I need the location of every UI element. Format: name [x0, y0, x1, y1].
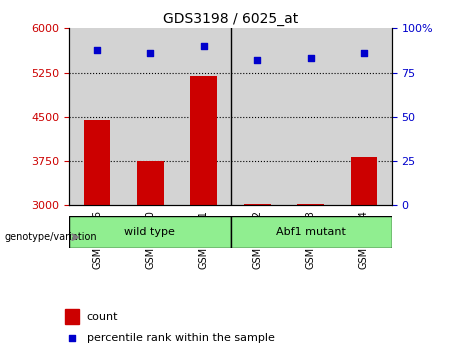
Point	[307, 56, 314, 61]
Text: count: count	[87, 312, 118, 322]
Title: GDS3198 / 6025_at: GDS3198 / 6025_at	[163, 12, 298, 26]
Bar	[137, 161, 164, 205]
Bar	[350, 157, 377, 205]
Text: genotype/variation: genotype/variation	[4, 232, 97, 242]
Point	[200, 43, 207, 49]
Text: wild type: wild type	[124, 227, 175, 237]
Text: percentile rank within the sample: percentile rank within the sample	[87, 333, 275, 343]
Point	[147, 50, 154, 56]
Bar	[65, 309, 79, 324]
Bar	[190, 75, 217, 205]
Text: Abf1 mutant: Abf1 mutant	[276, 227, 346, 237]
Point	[94, 47, 101, 52]
Point	[254, 57, 261, 63]
Bar	[84, 120, 111, 205]
FancyBboxPatch shape	[230, 216, 392, 248]
Point	[360, 50, 367, 56]
Bar	[297, 204, 324, 205]
FancyBboxPatch shape	[69, 216, 230, 248]
